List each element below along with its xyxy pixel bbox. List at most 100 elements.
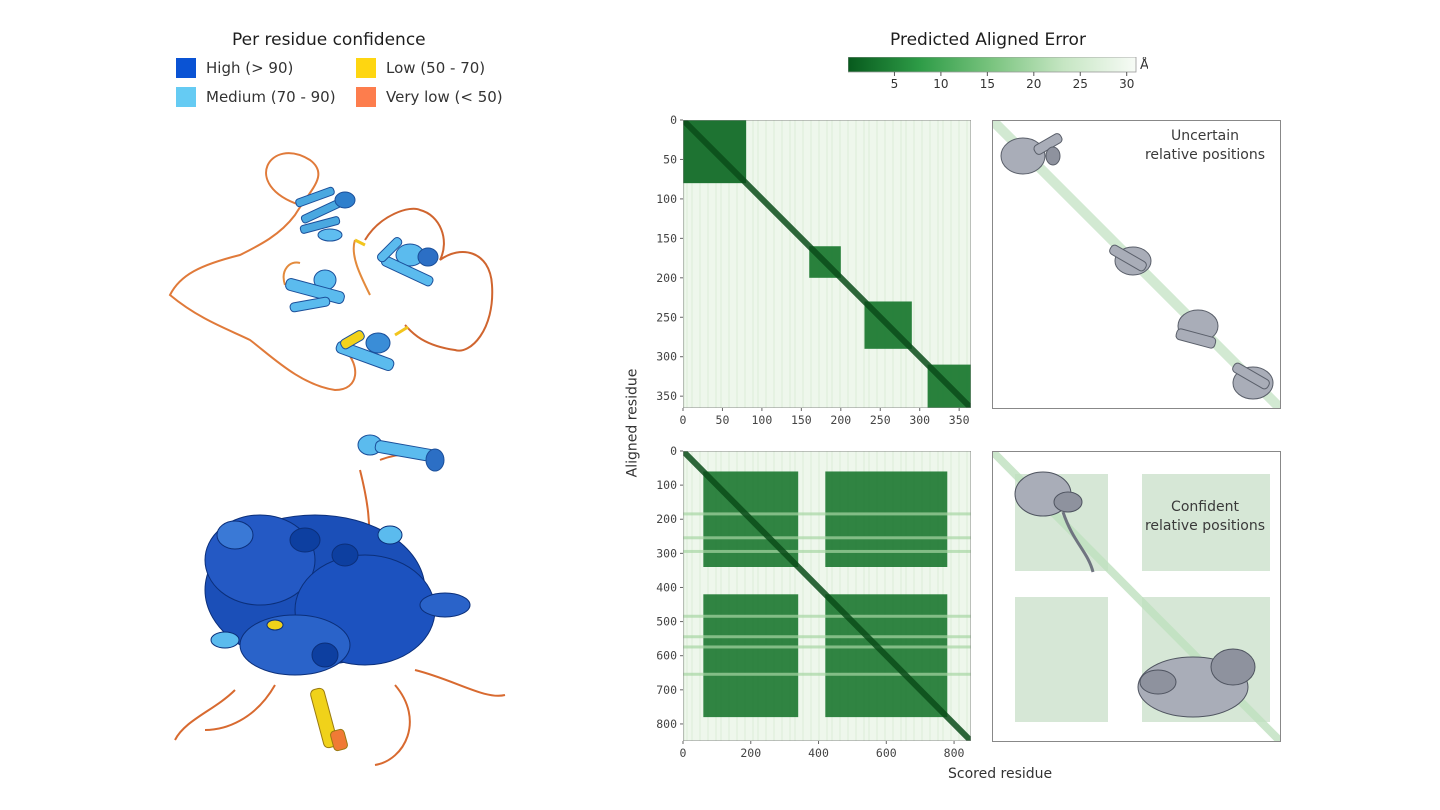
- heatmap-stripe: [921, 120, 923, 408]
- colorbar-tick-label: 5: [891, 77, 899, 91]
- pae-heatmap-bottom: [683, 451, 971, 741]
- legend-swatch-very-low: [356, 87, 376, 107]
- heatmap-stripe: [868, 120, 870, 408]
- y-tick-label: 200: [656, 512, 677, 526]
- y-tick-label: 200: [656, 271, 677, 285]
- heatmap-stripe: [900, 120, 902, 408]
- x-tick-label: 800: [944, 746, 965, 760]
- heatmap-stripe: [794, 120, 796, 408]
- helix-tail: [310, 687, 348, 752]
- heatmap-stripe: [876, 120, 878, 408]
- heatmap-stripe: [863, 120, 865, 408]
- heatmap-stripe: [720, 120, 722, 408]
- heatmap-stripe: [802, 120, 804, 408]
- axes-bottom: 0 100 200 300 400 500 600 700 800 0 200 400 600 800: [656, 444, 965, 760]
- x-tick-label: 200: [740, 746, 761, 760]
- y-tick-label: 800: [656, 717, 677, 731]
- heatmap-stripe: [699, 120, 701, 408]
- heatmap-stripe: [929, 120, 931, 408]
- legend-swatch-medium: [176, 87, 196, 107]
- heatmap-stripe: [802, 451, 804, 741]
- overlay-bottom-svg: [993, 452, 1280, 741]
- protein-structure-top: [168, 152, 494, 392]
- overlay-panel-bottom: [992, 451, 1281, 742]
- heatmap-stripe: [736, 120, 738, 408]
- heatmap-stripe: [958, 120, 960, 408]
- heatmap-stripe: [773, 120, 775, 408]
- colorbar-tick-label: 25: [1073, 77, 1088, 91]
- legend-label-low: Low (50 - 70): [386, 59, 486, 77]
- pae-title: Predicted Aligned Error: [890, 30, 1086, 50]
- domain-4: [335, 330, 395, 371]
- heatmap-stripe: [757, 120, 759, 408]
- x-tick-label: 200: [830, 413, 851, 427]
- heatmap-diagonal: [683, 120, 971, 408]
- overlay-panel-top: [992, 120, 1281, 409]
- legend-item-very-low: Very low (< 50): [356, 87, 503, 107]
- legend-item-high: High (> 90): [176, 58, 293, 78]
- y-tick-label: 500: [656, 615, 677, 629]
- heatmap-stripe: [752, 120, 754, 408]
- y-tick-label: 700: [656, 683, 677, 697]
- heatmap-stripe: [966, 120, 968, 408]
- legend-swatch-high: [176, 58, 196, 78]
- overlay-top-svg: [993, 121, 1280, 408]
- heatmap-stripe: [966, 451, 968, 741]
- x-tick-label: 150: [791, 413, 812, 427]
- heatmap-stripe: [892, 120, 894, 408]
- heatmap-stripe: [715, 120, 717, 408]
- heatmap-stripe: [683, 120, 685, 408]
- disordered-loop: [168, 152, 357, 392]
- legend-swatch-low: [356, 58, 376, 78]
- legend-item-medium: Medium (70 - 90): [176, 87, 336, 107]
- heatmap-stripe: [950, 451, 952, 741]
- colorbar-tick-label: 15: [980, 77, 995, 91]
- heatmap-stripe: [847, 120, 849, 408]
- protein-structure-bottom: [174, 434, 506, 766]
- heatmap-stripe: [765, 120, 767, 408]
- domain-cartoon: [1137, 648, 1256, 718]
- heatmap-stripe: [937, 120, 939, 408]
- x-tick-label: 300: [909, 413, 930, 427]
- core-domains: [204, 514, 471, 676]
- colorbar-tick-label: 10: [933, 77, 948, 91]
- heatmap-band: [683, 614, 971, 618]
- heatmap-stripe: [686, 120, 688, 408]
- annotation-uncertain: Uncertain relative positions: [1144, 128, 1265, 163]
- domain-cartoon: [1175, 309, 1219, 349]
- heatmap-stripe: [686, 451, 688, 741]
- top-helix: [357, 434, 445, 472]
- domain-cartoon: [1000, 133, 1063, 175]
- disordered-loop: [174, 453, 506, 766]
- legend-label-high: High (> 90): [206, 59, 294, 77]
- x-tick-label: 0: [680, 413, 687, 427]
- y-tick-label: 300: [656, 350, 677, 364]
- legend-label-very-low: Very low (< 50): [386, 88, 503, 106]
- y-tick-label: 0: [670, 444, 677, 458]
- y-tick-label: 350: [656, 389, 677, 403]
- domain-cartoon: [1232, 362, 1274, 400]
- heatmap-band: [683, 645, 971, 649]
- domain-1: [295, 186, 356, 242]
- heatmap-band: [683, 549, 971, 553]
- x-tick-label: 350: [949, 413, 970, 427]
- x-tick-label: 0: [680, 746, 687, 760]
- plddt-legend-title: Per residue confidence: [232, 30, 426, 50]
- heatmap-band: [683, 536, 971, 540]
- colorbar-unit: Å: [1140, 57, 1148, 73]
- domain-2: [377, 237, 439, 287]
- heatmap-stripe: [958, 451, 960, 741]
- x-tick-label: 400: [808, 746, 829, 760]
- heatmap-stripe: [683, 451, 685, 741]
- x-tick-label: 250: [870, 413, 891, 427]
- x-tick-label: 50: [716, 413, 730, 427]
- heatmap-band: [683, 672, 971, 676]
- heatmap-stripe: [781, 120, 783, 408]
- y-tick-label: 150: [656, 231, 677, 245]
- heatmap-stripe: [818, 451, 820, 741]
- legend-label-medium: Medium (70 - 90): [206, 88, 336, 106]
- y-tick-label: 250: [656, 310, 677, 324]
- pae-heatmap-top: [683, 120, 971, 408]
- y-tick-label: 600: [656, 649, 677, 663]
- y-tick-label: 0: [670, 113, 677, 127]
